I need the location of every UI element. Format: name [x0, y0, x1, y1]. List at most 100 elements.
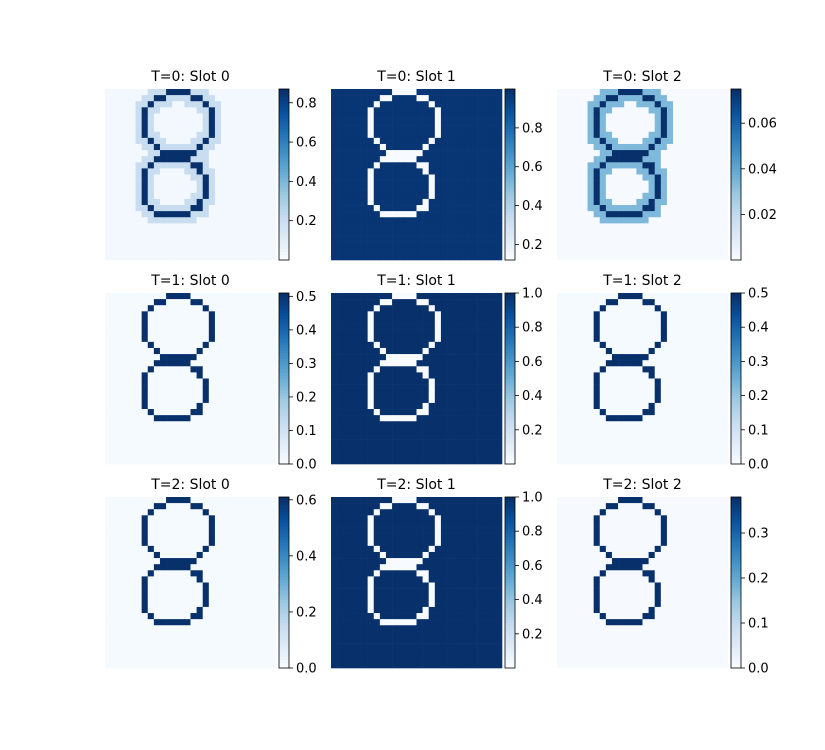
- heatmap-cell: [648, 378, 656, 385]
- heatmap-cell: [245, 390, 252, 398]
- heatmap-cell: [685, 305, 692, 312]
- heatmap-cell: [392, 457, 399, 465]
- heatmap-cell: [495, 162, 503, 169]
- heatmap-cell: [648, 107, 656, 114]
- heatmap-cell: [587, 137, 594, 145]
- heatmap-cell: [691, 217, 698, 224]
- heatmap-cell: [679, 402, 686, 410]
- heatmap-cell: [153, 305, 161, 312]
- heatmap-cell: [569, 341, 576, 349]
- heatmap-cell: [611, 293, 619, 300]
- heatmap-cell: [196, 409, 204, 416]
- heatmap-cell: [245, 137, 252, 145]
- heatmap-cell: [214, 229, 222, 236]
- heatmap-cell: [428, 329, 436, 337]
- heatmap-cell: [190, 192, 197, 200]
- heatmap-cell: [331, 445, 338, 453]
- heatmap-cell: [361, 354, 368, 361]
- heatmap-cell: [373, 433, 381, 440]
- heatmap-cell: [569, 305, 576, 312]
- heatmap-cell: [685, 360, 692, 367]
- heatmap-cell: [618, 241, 625, 249]
- heatmap-cell: [251, 192, 258, 200]
- heatmap-cell: [147, 335, 155, 343]
- colorbar-segment: [731, 120, 741, 124]
- heatmap-cell: [337, 323, 344, 330]
- heatmap-cell: [337, 299, 344, 306]
- colorbar-segment: [505, 106, 515, 110]
- colorbar-segment: [279, 361, 289, 365]
- heatmap-cell: [673, 95, 680, 102]
- heatmap-cell: [477, 192, 484, 200]
- heatmap-cell: [563, 366, 570, 373]
- heatmap-cell: [630, 396, 637, 404]
- heatmap-cell: [654, 241, 662, 249]
- heatmap-cell: [691, 119, 698, 126]
- colorbar-segment: [279, 228, 289, 232]
- heatmap-cell: [355, 415, 362, 422]
- heatmap-cell: [111, 323, 118, 330]
- heatmap-cell: [123, 253, 130, 261]
- heatmap-cell: [673, 241, 680, 249]
- heatmap-cell: [331, 241, 338, 249]
- heatmap-cell: [105, 415, 112, 422]
- heatmap-cell: [465, 229, 472, 236]
- heatmap-cell: [355, 360, 362, 367]
- heatmap-cell: [691, 89, 698, 96]
- heatmap-cell: [440, 174, 448, 181]
- heatmap-cell: [587, 421, 594, 428]
- heatmap-cell: [251, 143, 258, 151]
- heatmap-cell: [465, 205, 472, 212]
- heatmap-cell: [654, 360, 662, 367]
- heatmap-cell: [343, 150, 350, 157]
- heatmap-cell: [459, 198, 466, 206]
- heatmap-cell: [422, 409, 430, 416]
- heatmap-cell: [593, 229, 601, 236]
- heatmap-cell: [263, 335, 271, 343]
- heatmap-cell: [422, 253, 430, 261]
- heatmap-cell: [618, 113, 625, 120]
- heatmap-cell: [557, 427, 564, 434]
- heatmap-cell: [141, 317, 149, 324]
- heatmap-cell: [214, 168, 222, 175]
- heatmap-cell: [465, 366, 472, 373]
- heatmap-cell: [557, 174, 564, 181]
- heatmap-cell: [593, 89, 601, 96]
- heatmap-cell: [202, 101, 210, 108]
- heatmap-cell: [117, 223, 124, 230]
- heatmap-cell: [465, 156, 472, 163]
- heatmap-cell: [471, 360, 478, 367]
- heatmap-cell: [434, 107, 442, 114]
- heatmap-cell: [697, 101, 704, 108]
- heatmap-cell: [202, 378, 210, 385]
- colorbar-segment: [279, 245, 289, 249]
- heatmap-cell: [141, 205, 149, 212]
- heatmap-cell: [624, 323, 631, 330]
- heatmap-cell: [178, 445, 185, 453]
- heatmap-cell: [434, 415, 442, 422]
- heatmap-cell: [630, 433, 637, 440]
- heatmap-cell: [208, 409, 216, 416]
- heatmap-cell: [373, 311, 381, 318]
- heatmap-cell: [679, 192, 686, 200]
- heatmap-cell: [654, 101, 662, 108]
- heatmap-cell: [367, 354, 375, 361]
- heatmap-cell: [251, 293, 258, 300]
- heatmap-cell: [489, 390, 497, 398]
- heatmap-cell: [227, 229, 234, 236]
- heatmap-cell: [404, 347, 411, 355]
- heatmap-cell: [636, 113, 643, 120]
- heatmap-cell: [361, 335, 368, 343]
- heatmap-cell: [569, 384, 576, 392]
- heatmap-cell: [263, 293, 271, 300]
- colorbar-segment: [279, 458, 289, 462]
- colorbar-segment: [505, 435, 515, 439]
- heatmap-cell: [483, 409, 491, 416]
- heatmap-cell: [123, 439, 130, 446]
- heatmap-cell: [453, 168, 460, 175]
- colorbar-segment: [279, 168, 289, 173]
- heatmap-cell: [636, 229, 643, 236]
- heatmap-cell: [233, 229, 240, 236]
- heatmap-cell: [208, 451, 216, 459]
- heatmap-cell: [343, 241, 350, 249]
